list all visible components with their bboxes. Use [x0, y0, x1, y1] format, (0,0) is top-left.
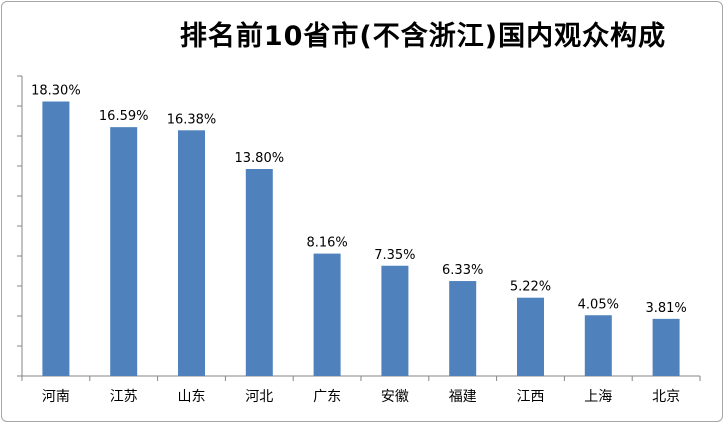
bar — [381, 265, 409, 376]
bar — [245, 169, 273, 376]
x-tick-label: 河南 — [42, 389, 70, 405]
x-tick-label: 安徽 — [381, 389, 409, 405]
category-labels: 河南 江苏 山东 河北 广东 安徽 福建 江西 上海 北京 — [42, 389, 680, 405]
bar — [652, 318, 680, 376]
bar — [313, 253, 341, 376]
x-tick-label: 江苏 — [110, 389, 138, 405]
data-label: 8.16% — [306, 236, 347, 251]
x-tick-label: 广东 — [313, 389, 341, 405]
x-tick-label: 上海 — [584, 389, 612, 405]
x-tick-label: 福建 — [449, 389, 477, 405]
bar — [178, 130, 205, 376]
data-label: 16.59% — [99, 109, 149, 124]
data-label: 4.05% — [578, 297, 619, 312]
data-label: 5.22% — [510, 280, 551, 295]
bar — [110, 127, 138, 377]
value-labels: 18.30% 16.59% 16.38% 13.80% 8.16% 7.35% 6.33% 5… — [31, 84, 687, 316]
chart-title: 排名前10省市(不含浙江)国内观众构成 — [179, 21, 667, 52]
data-label: 16.38% — [167, 112, 217, 127]
x-tick-label: 北京 — [652, 389, 680, 405]
bar — [517, 297, 544, 376]
data-label: 18.30% — [31, 84, 81, 99]
data-label: 6.33% — [442, 263, 483, 278]
bar — [449, 281, 477, 376]
data-label: 7.35% — [374, 248, 415, 263]
x-tick-label: 江西 — [517, 389, 545, 405]
x-tick-label: 山东 — [178, 389, 206, 405]
x-tick-label: 河北 — [245, 389, 273, 405]
bars — [42, 101, 680, 377]
data-label: 13.80% — [235, 151, 285, 166]
data-label: 3.81% — [645, 301, 686, 316]
bar — [42, 101, 70, 376]
bar — [584, 315, 612, 376]
